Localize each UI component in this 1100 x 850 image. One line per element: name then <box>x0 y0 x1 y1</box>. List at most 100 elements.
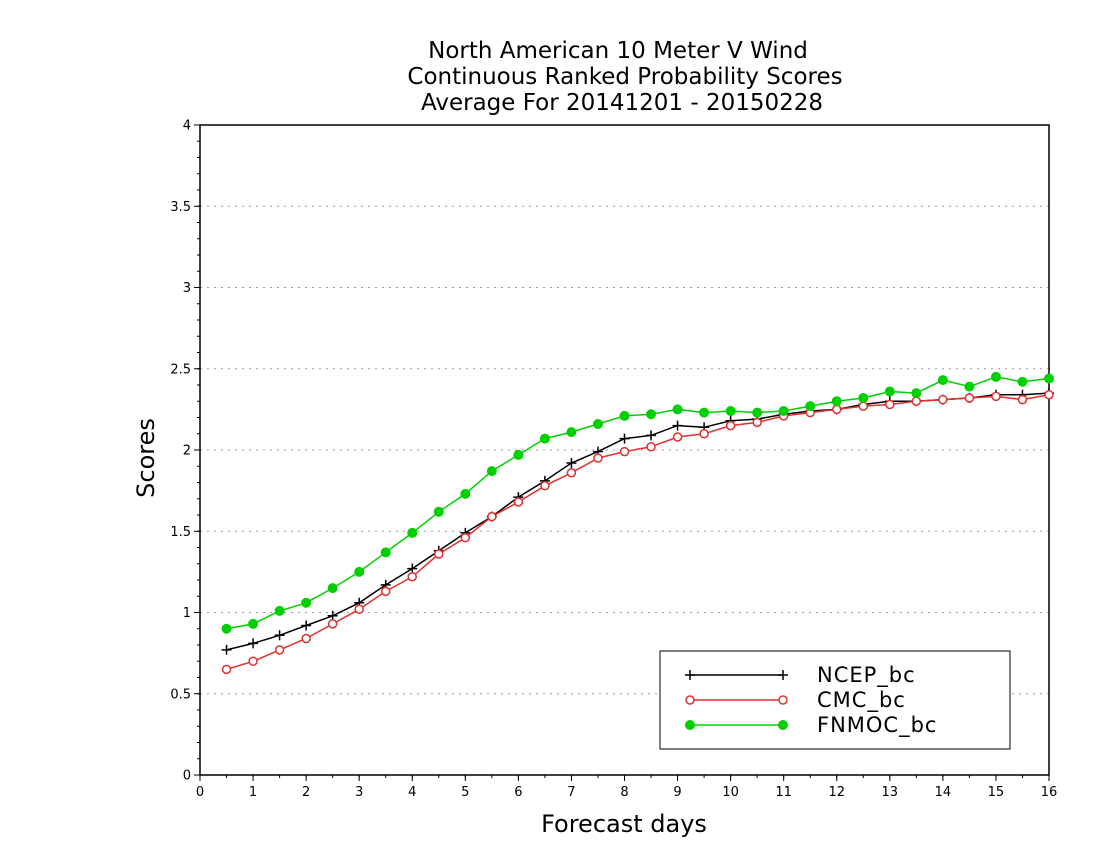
x-tick-label: 2 <box>302 785 310 800</box>
data-point <box>725 406 736 416</box>
legend-entry: FNMOC_bc <box>685 713 937 738</box>
y-tick-label: 4 <box>183 119 191 134</box>
data-point <box>407 563 418 574</box>
data-point <box>938 394 948 405</box>
data-point <box>1044 373 1054 384</box>
title-line-3: Average For 20141201 - 20150228 <box>421 90 823 116</box>
data-point <box>646 409 657 420</box>
series-line <box>226 392 1050 651</box>
x-tick-label: 0 <box>196 785 204 800</box>
x-tick-label: 8 <box>620 785 628 800</box>
data-point <box>593 453 603 463</box>
series-NCEP_bc <box>221 388 1054 655</box>
data-point <box>380 586 391 597</box>
legend-marker <box>778 695 788 705</box>
data-point <box>884 386 895 397</box>
data-point <box>513 497 524 507</box>
data-point <box>805 401 816 412</box>
data-point <box>301 633 311 644</box>
data-point <box>566 468 577 478</box>
data-point <box>672 420 683 431</box>
data-point <box>327 619 338 629</box>
x-tick-label: 1 <box>249 785 257 800</box>
data-point <box>672 404 683 415</box>
title-line-1: North American 10 Meter V Wind <box>428 38 808 64</box>
data-point <box>460 533 471 543</box>
legend-label: CMC_bc <box>817 688 906 713</box>
data-point <box>566 458 577 468</box>
y-tick-label: 1 <box>183 606 191 621</box>
series-line <box>226 394 1050 671</box>
data-point <box>460 488 471 499</box>
data-point <box>752 407 763 418</box>
legend-entry: NCEP_bc <box>685 663 916 688</box>
x-tick-label: 9 <box>673 785 681 800</box>
data-point <box>752 417 762 428</box>
data-point <box>858 393 869 403</box>
data-point <box>433 506 444 517</box>
series-CMC_bc <box>221 390 1054 675</box>
data-series <box>221 371 1054 675</box>
legend-label: NCEP_bc <box>817 663 916 688</box>
x-tick-label: 6 <box>514 785 522 800</box>
data-point <box>1044 390 1054 400</box>
data-point <box>619 433 630 444</box>
data-point <box>301 620 312 631</box>
data-point <box>407 572 417 582</box>
x-tick-label: 5 <box>461 785 469 800</box>
x-tick-label: 4 <box>408 785 416 800</box>
data-point <box>778 406 789 416</box>
y-tick-label: 3 <box>183 281 191 296</box>
data-point <box>221 644 232 655</box>
y-tick-label: 0 <box>183 769 191 784</box>
data-point <box>327 583 338 594</box>
y-tick-label: 2.5 <box>170 362 191 377</box>
data-point <box>274 630 285 641</box>
data-point <box>672 432 683 442</box>
legend-marker <box>685 720 695 730</box>
data-point <box>885 399 895 410</box>
legend-marker <box>685 695 695 705</box>
data-point <box>248 638 259 649</box>
grid-lines <box>200 205 1049 695</box>
x-tick-label: 15 <box>988 785 1005 800</box>
y-tick-label: 3.5 <box>170 200 191 215</box>
data-point <box>990 371 1001 382</box>
data-point <box>380 547 391 558</box>
data-point <box>407 527 418 538</box>
y-tick-label: 0.5 <box>170 687 191 702</box>
data-point <box>566 427 577 438</box>
x-tick-label: 7 <box>567 785 575 800</box>
data-point <box>1017 394 1028 405</box>
data-point <box>274 605 285 616</box>
data-point <box>327 610 338 621</box>
y-axis-title: Scores <box>132 418 160 498</box>
data-point <box>646 442 656 452</box>
data-point <box>486 466 497 477</box>
data-point <box>725 420 736 431</box>
data-point <box>699 407 710 418</box>
data-point <box>221 664 232 675</box>
data-point <box>354 566 365 577</box>
data-point <box>221 623 232 634</box>
x-tick-label: 13 <box>882 785 899 800</box>
data-point <box>831 396 842 407</box>
data-point <box>274 645 285 655</box>
x-tick-label: 3 <box>355 785 363 800</box>
x-tick-label: 10 <box>722 785 739 800</box>
legend-label: FNMOC_bc <box>817 713 937 738</box>
data-point <box>487 511 497 522</box>
data-point <box>646 430 657 441</box>
data-point <box>434 549 444 559</box>
data-point <box>592 419 603 429</box>
data-point <box>540 481 550 491</box>
data-point <box>858 401 869 411</box>
data-point <box>539 433 550 444</box>
data-point <box>911 396 922 406</box>
data-point <box>832 404 842 415</box>
series-line <box>226 376 1050 630</box>
title-line-2: Continuous Ranked Probability Scores <box>407 64 842 90</box>
data-point <box>619 446 630 457</box>
chart-title: North American 10 Meter V Wind Continuou… <box>407 38 842 116</box>
